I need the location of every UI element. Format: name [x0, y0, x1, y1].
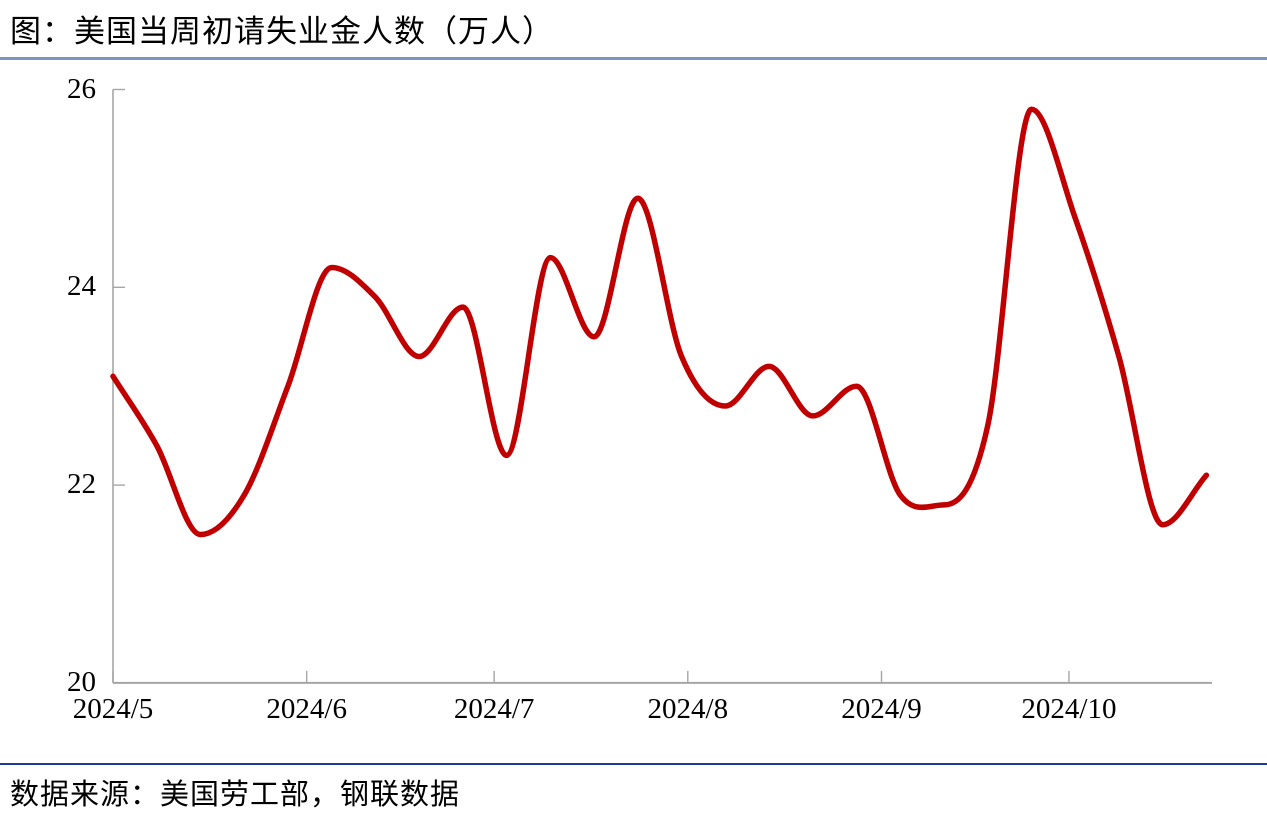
x-tick-label: 2024/7 [453, 693, 535, 725]
y-tick-label: 26 [67, 72, 96, 105]
chart-title: 图：美国当周初请失业金人数（万人） [10, 14, 554, 49]
y-tick-label: 24 [67, 270, 96, 303]
x-tick-label: 2024/6 [266, 693, 347, 725]
x-tick-label: 2024/8 [647, 693, 729, 725]
x-tick-label: 2024/10 [1021, 693, 1117, 725]
jobless-claims-line [110, 106, 1210, 538]
top-divider [0, 57, 1267, 60]
x-tick-label: 2024/9 [841, 693, 922, 725]
bottom-divider [0, 763, 1267, 765]
y-tick-label: 22 [67, 468, 96, 501]
y-tick-label: 20 [67, 665, 96, 698]
x-tick-label: 2024/5 [72, 693, 154, 725]
data-source-note: 数据来源：美国劳工部，钢联数据 [10, 779, 461, 811]
